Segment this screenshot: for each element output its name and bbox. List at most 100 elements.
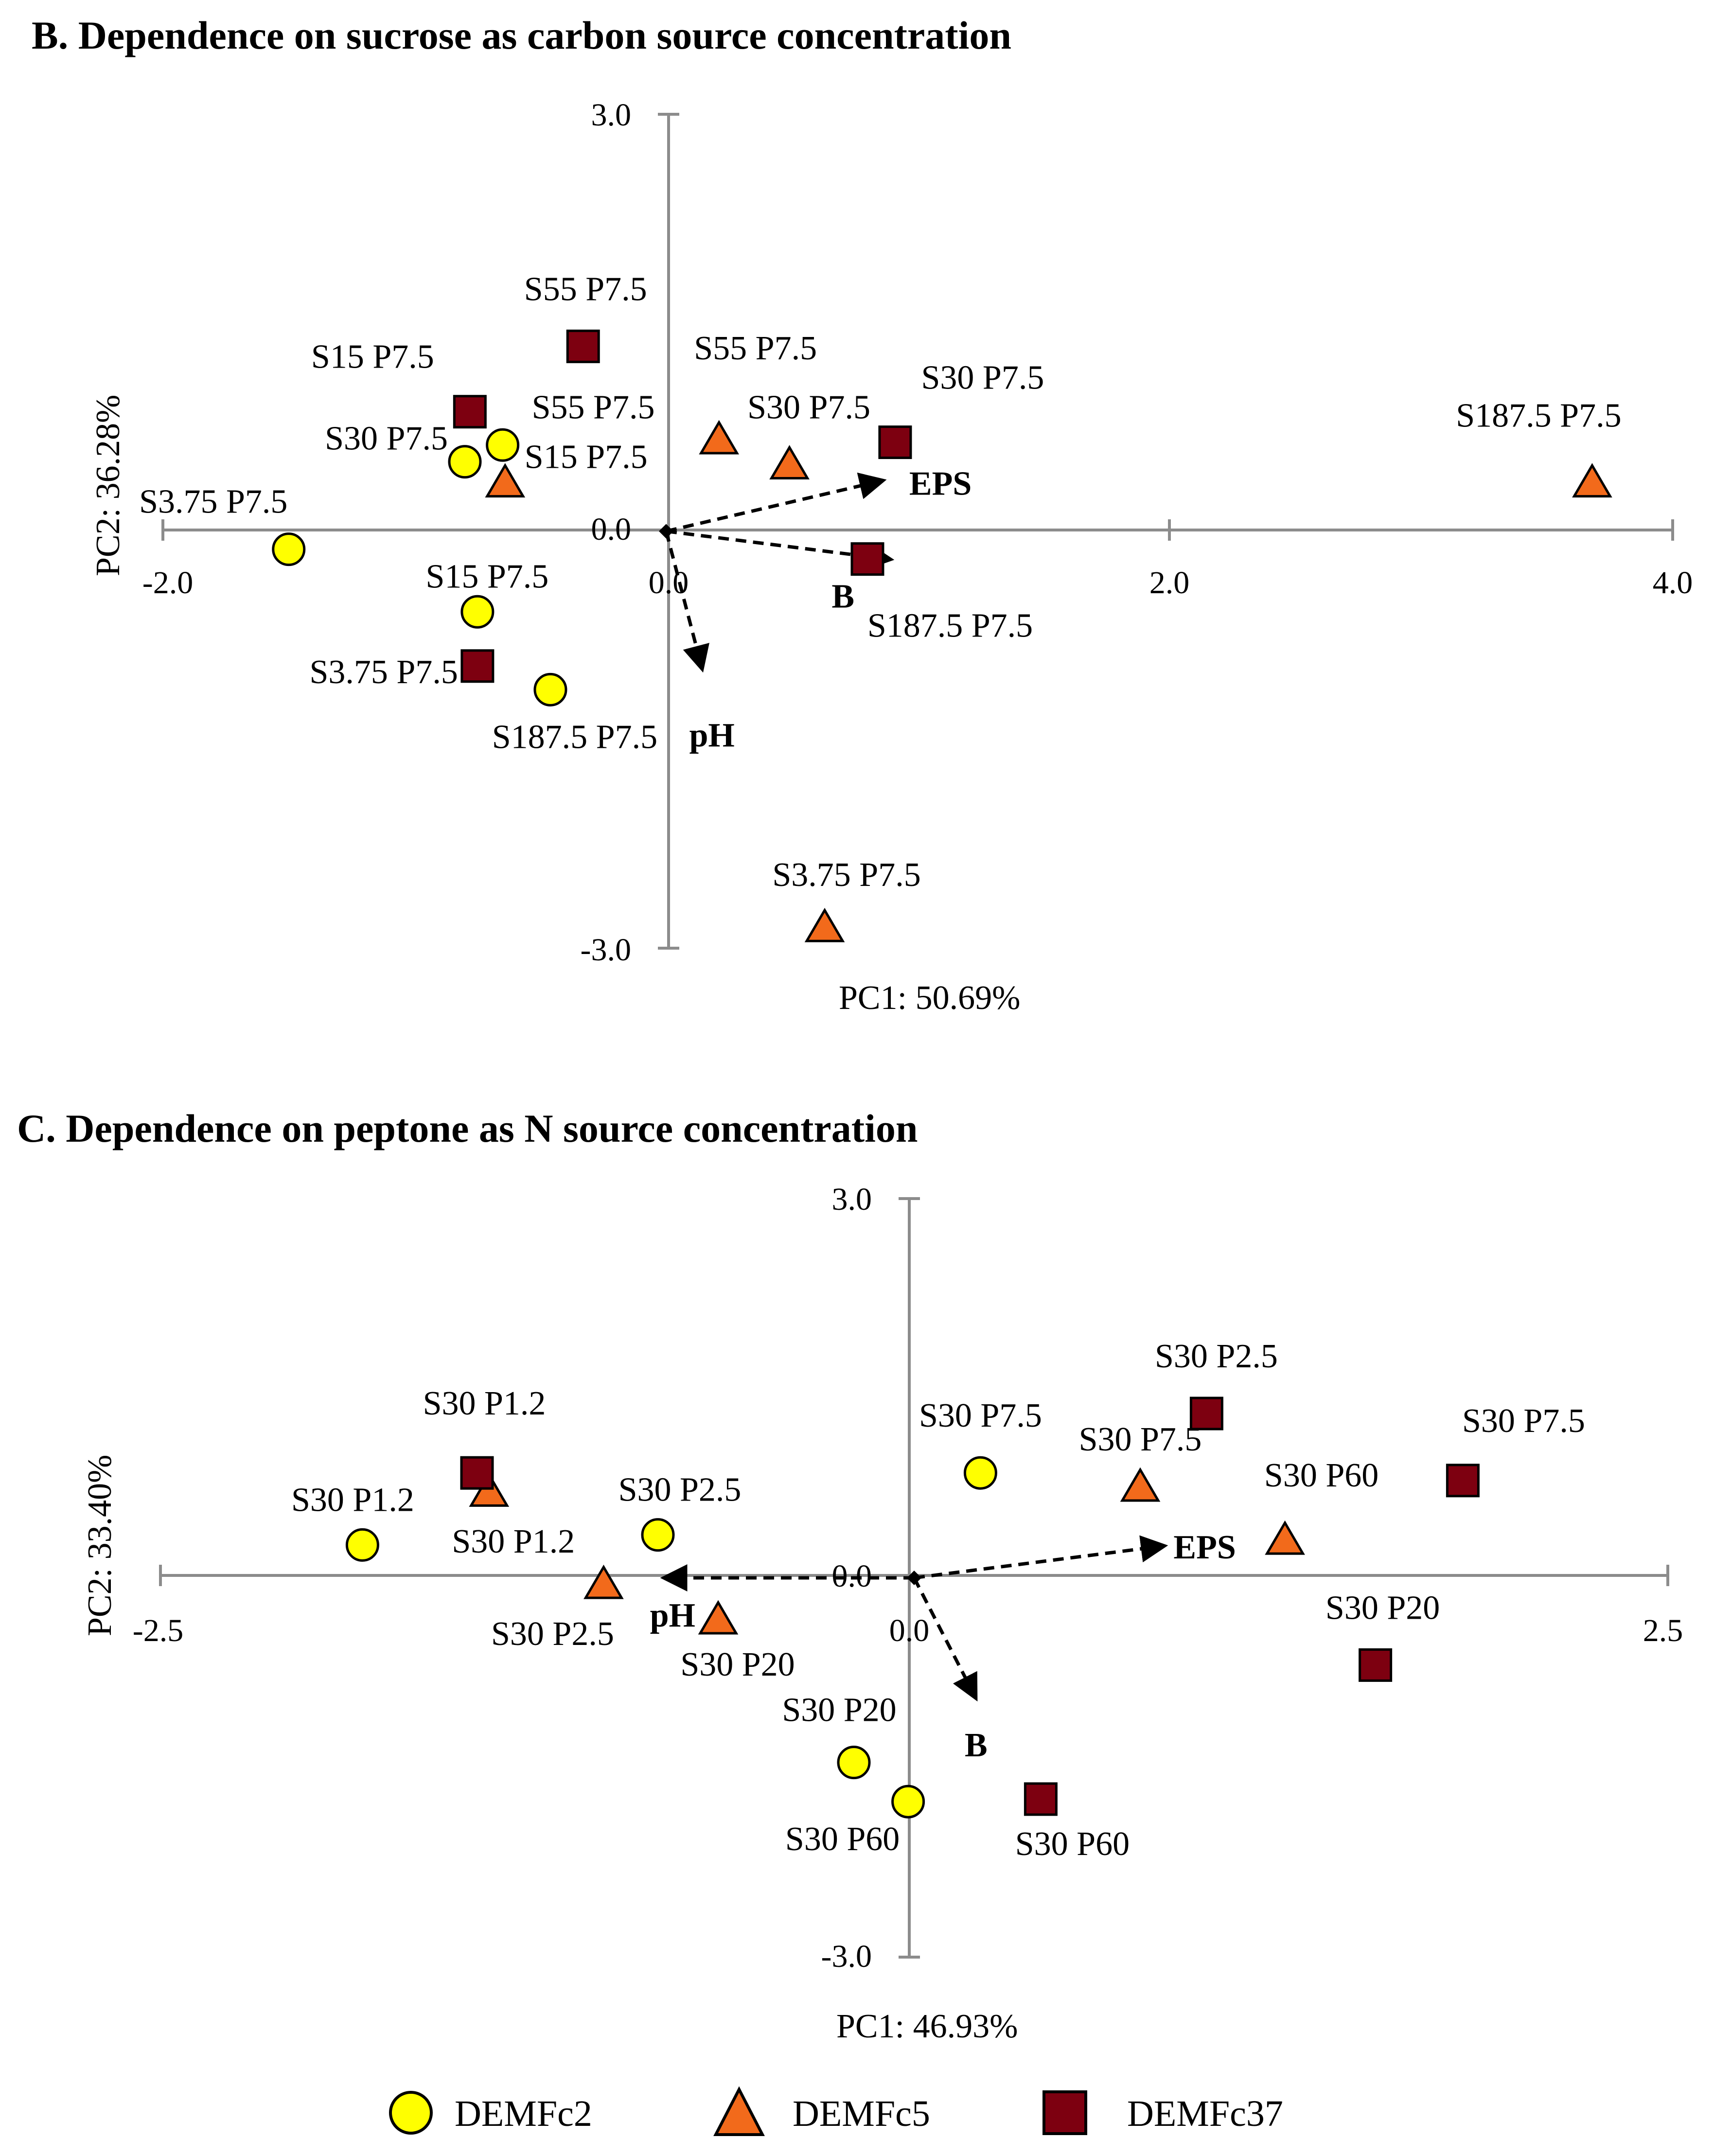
data-label: S55 P7.5 xyxy=(694,330,817,367)
data-label: S55 P7.5 xyxy=(532,389,655,426)
loading-vector-eps xyxy=(666,472,887,533)
data-label: S30 P20 xyxy=(782,1692,896,1729)
chart-c-title: C. Dependence on peptone as N source con… xyxy=(17,1106,918,1150)
data-label: S30 P20 xyxy=(680,1646,795,1683)
data-point-demfc37 xyxy=(566,329,600,363)
data-label: S3.75 P7.5 xyxy=(772,856,920,894)
data-point-demfc2 xyxy=(641,1518,675,1552)
data-label: S30 P7.5 xyxy=(921,359,1044,397)
data-point-demfc5 xyxy=(699,420,739,455)
data-point-demfc5 xyxy=(1572,463,1612,498)
data-label: S30 P20 xyxy=(1325,1589,1440,1626)
data-point-demfc37 xyxy=(460,1456,494,1490)
data-point-demfc2 xyxy=(963,1456,997,1490)
chart-c-ytick-label: 3.0 xyxy=(832,1182,872,1217)
data-label: S15 P7.5 xyxy=(425,558,548,595)
data-point-demfc5 xyxy=(698,1600,739,1635)
legend-item-demfc37: DEMFc37 xyxy=(1043,2090,1283,2135)
data-point-demfc5 xyxy=(1265,1520,1305,1555)
data-point-demfc37 xyxy=(453,395,487,429)
chart-c-xtick-label: 2.5 xyxy=(1643,1613,1683,1648)
data-label: S30 P1.2 xyxy=(452,1523,575,1560)
data-point-demfc5 xyxy=(583,1564,624,1599)
data-label: S187.5 P7.5 xyxy=(867,607,1033,645)
data-point-demfc37 xyxy=(1189,1396,1223,1431)
data-label: S30 P7.5 xyxy=(325,420,448,458)
data-label: S30 P7.5 xyxy=(1079,1421,1202,1458)
chart-b: B. Dependence on sucrose as carbon sourc… xyxy=(32,13,1693,1017)
loading-vector-label: pH xyxy=(650,1597,695,1634)
loading-vector-b xyxy=(912,1577,978,1702)
legend-square-marker xyxy=(1043,2090,1087,2135)
data-point-demfc37 xyxy=(460,649,495,683)
data-label: S30 P7.5 xyxy=(919,1397,1042,1434)
chart-c-ytick-label: -3.0 xyxy=(821,1939,872,1974)
legend-circle-marker xyxy=(389,2091,433,2135)
loading-vector-label: B xyxy=(965,1727,988,1764)
legend-item-demfc5: DEMFc5 xyxy=(713,2086,930,2136)
legend-label: DEMFc37 xyxy=(1127,2093,1283,2134)
data-label: S187.5 P7.5 xyxy=(492,718,657,756)
data-point-demfc2 xyxy=(272,532,306,566)
data-label: S30 P7.5 xyxy=(1462,1402,1585,1440)
chart-c-xtick-label: -2.5 xyxy=(133,1613,183,1648)
data-label: S30 P2.5 xyxy=(1155,1338,1278,1375)
loading-vector-label: B xyxy=(831,578,854,616)
data-label: S15 P7.5 xyxy=(311,338,434,376)
legend-label: DEMFc2 xyxy=(455,2093,592,2134)
legend-item-demfc2: DEMFc2 xyxy=(389,2091,592,2135)
data-label: S187.5 P7.5 xyxy=(1456,397,1621,434)
chart-b-y-axis-label: PC2: 36.28% xyxy=(89,395,127,576)
data-point-demfc5 xyxy=(469,1472,510,1507)
chart-c-x-axis-label: PC1: 46.93% xyxy=(836,2008,1018,2045)
data-label: S30 P1.2 xyxy=(423,1385,546,1422)
loading-vector-eps xyxy=(914,1535,1168,1580)
data-label: S30 P60 xyxy=(1264,1457,1378,1494)
loading-vector-ph xyxy=(664,530,709,673)
legend-triangle-marker xyxy=(713,2086,765,2136)
data-label: S30 P2.5 xyxy=(618,1471,742,1509)
data-point-demfc2 xyxy=(533,672,567,707)
data-label: S30 P1.2 xyxy=(291,1481,414,1519)
data-label: S3.75 P7.5 xyxy=(139,483,287,521)
chart-b-ytick-label: 3.0 xyxy=(591,97,632,133)
data-point-demfc2 xyxy=(837,1746,871,1780)
loading-vector-label: EPS xyxy=(909,465,972,503)
loading-vector-label: pH xyxy=(689,717,734,754)
chart-b-y-ticks xyxy=(658,113,679,950)
data-label: S15 P7.5 xyxy=(525,438,648,476)
loading-vector-label: EPS xyxy=(1173,1529,1236,1566)
chart-b-xtick-label: 4.0 xyxy=(1653,565,1693,601)
data-label: S30 P60 xyxy=(785,1820,900,1858)
data-point-demfc5 xyxy=(769,445,810,479)
data-label: S55 P7.5 xyxy=(524,270,647,308)
data-point-demfc2 xyxy=(460,595,495,629)
data-point-demfc2 xyxy=(345,1528,379,1562)
chart-b-xtick-label: 2.0 xyxy=(1149,565,1190,601)
data-point-demfc37 xyxy=(1359,1648,1393,1682)
chart-b-title: B. Dependence on sucrose as carbon sourc… xyxy=(32,13,1011,57)
data-label: S30 P7.5 xyxy=(747,389,870,426)
chart-b-xtick-label: -2.0 xyxy=(142,565,193,601)
data-point-demfc2 xyxy=(448,445,482,479)
legend: DEMFc2 DEMFc5 DEMFc37 xyxy=(389,2086,1283,2136)
chart-c-y-axis-label: PC2: 33.40% xyxy=(81,1455,119,1636)
data-point-demfc37 xyxy=(1024,1782,1058,1816)
origin-marker xyxy=(907,1571,921,1585)
chart-b-ytick-label: -3.0 xyxy=(581,932,631,968)
data-label: S3.75 P7.5 xyxy=(310,654,458,691)
data-point-demfc2 xyxy=(891,1785,925,1819)
data-label: S30 P2.5 xyxy=(491,1615,614,1653)
data-point-demfc37 xyxy=(878,425,912,459)
data-point-demfc2 xyxy=(486,428,520,462)
legend-label: DEMFc5 xyxy=(793,2093,930,2134)
data-label: S30 P60 xyxy=(1015,1825,1130,1863)
chart-c-y-ticks xyxy=(899,1197,920,1959)
chart-c: C. Dependence on peptone as N source con… xyxy=(17,1106,1683,2045)
chart-b-x-axis-label: PC1: 50.69% xyxy=(839,979,1020,1017)
data-point-demfc37 xyxy=(1446,1464,1480,1498)
chart-c-xtick-label: 0.0 xyxy=(889,1613,930,1648)
loading-vector-b xyxy=(666,530,895,570)
data-point-demfc5 xyxy=(485,463,526,498)
